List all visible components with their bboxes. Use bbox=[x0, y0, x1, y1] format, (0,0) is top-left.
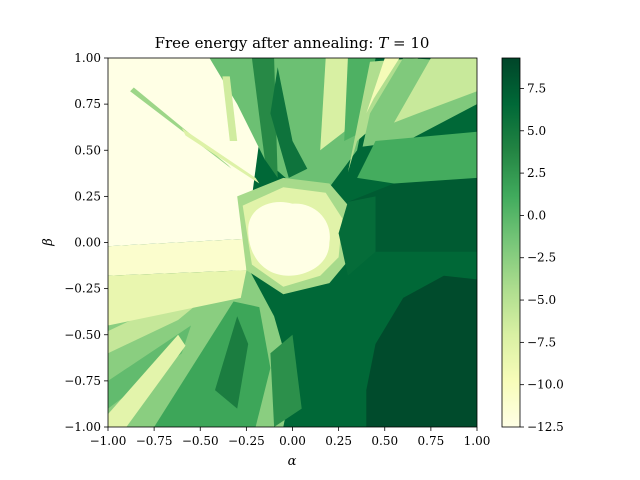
chart-title: Free energy after annealing: T = 10 bbox=[155, 34, 430, 52]
heatmap-region bbox=[108, 58, 260, 247]
heatmap-region bbox=[270, 334, 302, 427]
chart-title-var: T bbox=[378, 34, 389, 52]
colorbar-tick-label: −2.5 bbox=[527, 251, 556, 265]
x-tick-label: −0.50 bbox=[182, 434, 219, 448]
x-tick-label: 0.50 bbox=[371, 434, 398, 448]
heatmap-region bbox=[181, 128, 260, 184]
colorbar-tick-label: 5.0 bbox=[527, 124, 546, 138]
colorbar-axis: 7.5 5.0 2.5 0.0 −2.5 −5.0 −7.5 −10.0 −12.5 bbox=[520, 81, 564, 434]
heatmap-region bbox=[108, 334, 186, 427]
heatmap-region bbox=[215, 316, 249, 409]
heatmap-region bbox=[248, 202, 330, 276]
y-tick-label: 0.00 bbox=[74, 236, 101, 250]
heatmap-region bbox=[108, 270, 247, 326]
x-tick-label: 0.00 bbox=[279, 434, 306, 448]
y-tick-label: −0.75 bbox=[64, 374, 101, 388]
x-tick-label: −1.00 bbox=[90, 434, 127, 448]
heatmap-region bbox=[222, 76, 238, 141]
y-tick-label: −0.25 bbox=[64, 282, 101, 296]
y-tick-label: 0.50 bbox=[74, 143, 101, 157]
colorbar-tick-label: 7.5 bbox=[527, 81, 546, 95]
colorbar-tick-label: −7.5 bbox=[527, 335, 556, 349]
x-axis-label: α bbox=[288, 454, 297, 469]
x-tick-label: 0.75 bbox=[418, 434, 445, 448]
x-tick-label: 1.00 bbox=[464, 434, 491, 448]
colorbar-tick-label: −12.5 bbox=[527, 420, 564, 434]
y-tick-label: 0.75 bbox=[74, 97, 101, 111]
x-axis: −1.00 −0.75 −0.50 −0.25 0.00 0.25 0.50 0.75 1.00 bbox=[90, 427, 491, 448]
x-tick-label: −0.75 bbox=[136, 434, 173, 448]
chart-title-prefix: Free energy after annealing: bbox=[155, 34, 379, 52]
heatmap-region bbox=[366, 58, 400, 114]
heatmap-region bbox=[357, 131, 477, 184]
heatmap-field bbox=[108, 58, 477, 427]
heatmap-region bbox=[394, 58, 477, 123]
heatmap-region bbox=[338, 196, 376, 276]
x-tick-label: −0.25 bbox=[228, 434, 265, 448]
heatmap-region bbox=[251, 58, 278, 178]
colorbar-tick-label: −5.0 bbox=[527, 293, 556, 307]
y-axis-label: β bbox=[41, 238, 56, 247]
chart-title-suffix: = 10 bbox=[388, 34, 429, 52]
heatmap-region bbox=[366, 275, 477, 427]
y-tick-label: 1.00 bbox=[74, 51, 101, 65]
colorbar-tick-label: 2.5 bbox=[527, 166, 546, 180]
x-tick-label: 0.25 bbox=[325, 434, 352, 448]
heatmap-region bbox=[347, 177, 477, 252]
y-tick-label: −0.50 bbox=[64, 328, 101, 342]
y-tick-label: −1.00 bbox=[64, 420, 101, 434]
colorbar bbox=[501, 57, 521, 428]
heatmap-region bbox=[108, 238, 247, 276]
colorbar-tick-label: −10.0 bbox=[527, 378, 564, 392]
y-tick-label: 0.25 bbox=[74, 189, 101, 203]
heatmap-region bbox=[270, 67, 308, 178]
y-axis: −1.00 −0.75 −0.50 −0.25 0.00 0.25 0.50 0.75 1.00 bbox=[64, 51, 108, 434]
colorbar-tick-label: 0.0 bbox=[527, 208, 546, 222]
